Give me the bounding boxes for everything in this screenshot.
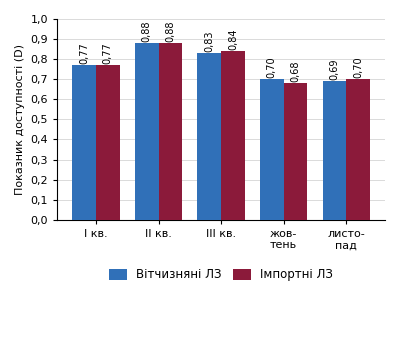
Bar	[135, 43, 158, 220]
Bar	[346, 79, 370, 220]
Y-axis label: Показник доступності (D): Показник доступності (D)	[15, 44, 25, 195]
Text: 0,70: 0,70	[353, 57, 363, 78]
Legend: Вітчизняні ЛЗ, Імпортні ЛЗ: Вітчизняні ЛЗ, Імпортні ЛЗ	[104, 264, 338, 286]
Text: 0,83: 0,83	[204, 31, 214, 52]
Bar	[197, 53, 221, 220]
Text: 0,77: 0,77	[103, 42, 113, 64]
Bar	[96, 65, 120, 220]
Text: 0,84: 0,84	[228, 28, 238, 50]
Text: 0,70: 0,70	[267, 57, 277, 78]
Text: 0,88: 0,88	[142, 21, 152, 42]
Bar	[221, 51, 245, 220]
Bar	[158, 43, 182, 220]
Text: 0,88: 0,88	[165, 21, 175, 42]
Text: 0,68: 0,68	[291, 61, 301, 82]
Text: 0,77: 0,77	[79, 42, 89, 64]
Bar	[322, 81, 346, 220]
Bar	[284, 83, 308, 220]
Bar	[260, 79, 284, 220]
Bar	[72, 65, 96, 220]
Text: 0,69: 0,69	[330, 59, 340, 80]
